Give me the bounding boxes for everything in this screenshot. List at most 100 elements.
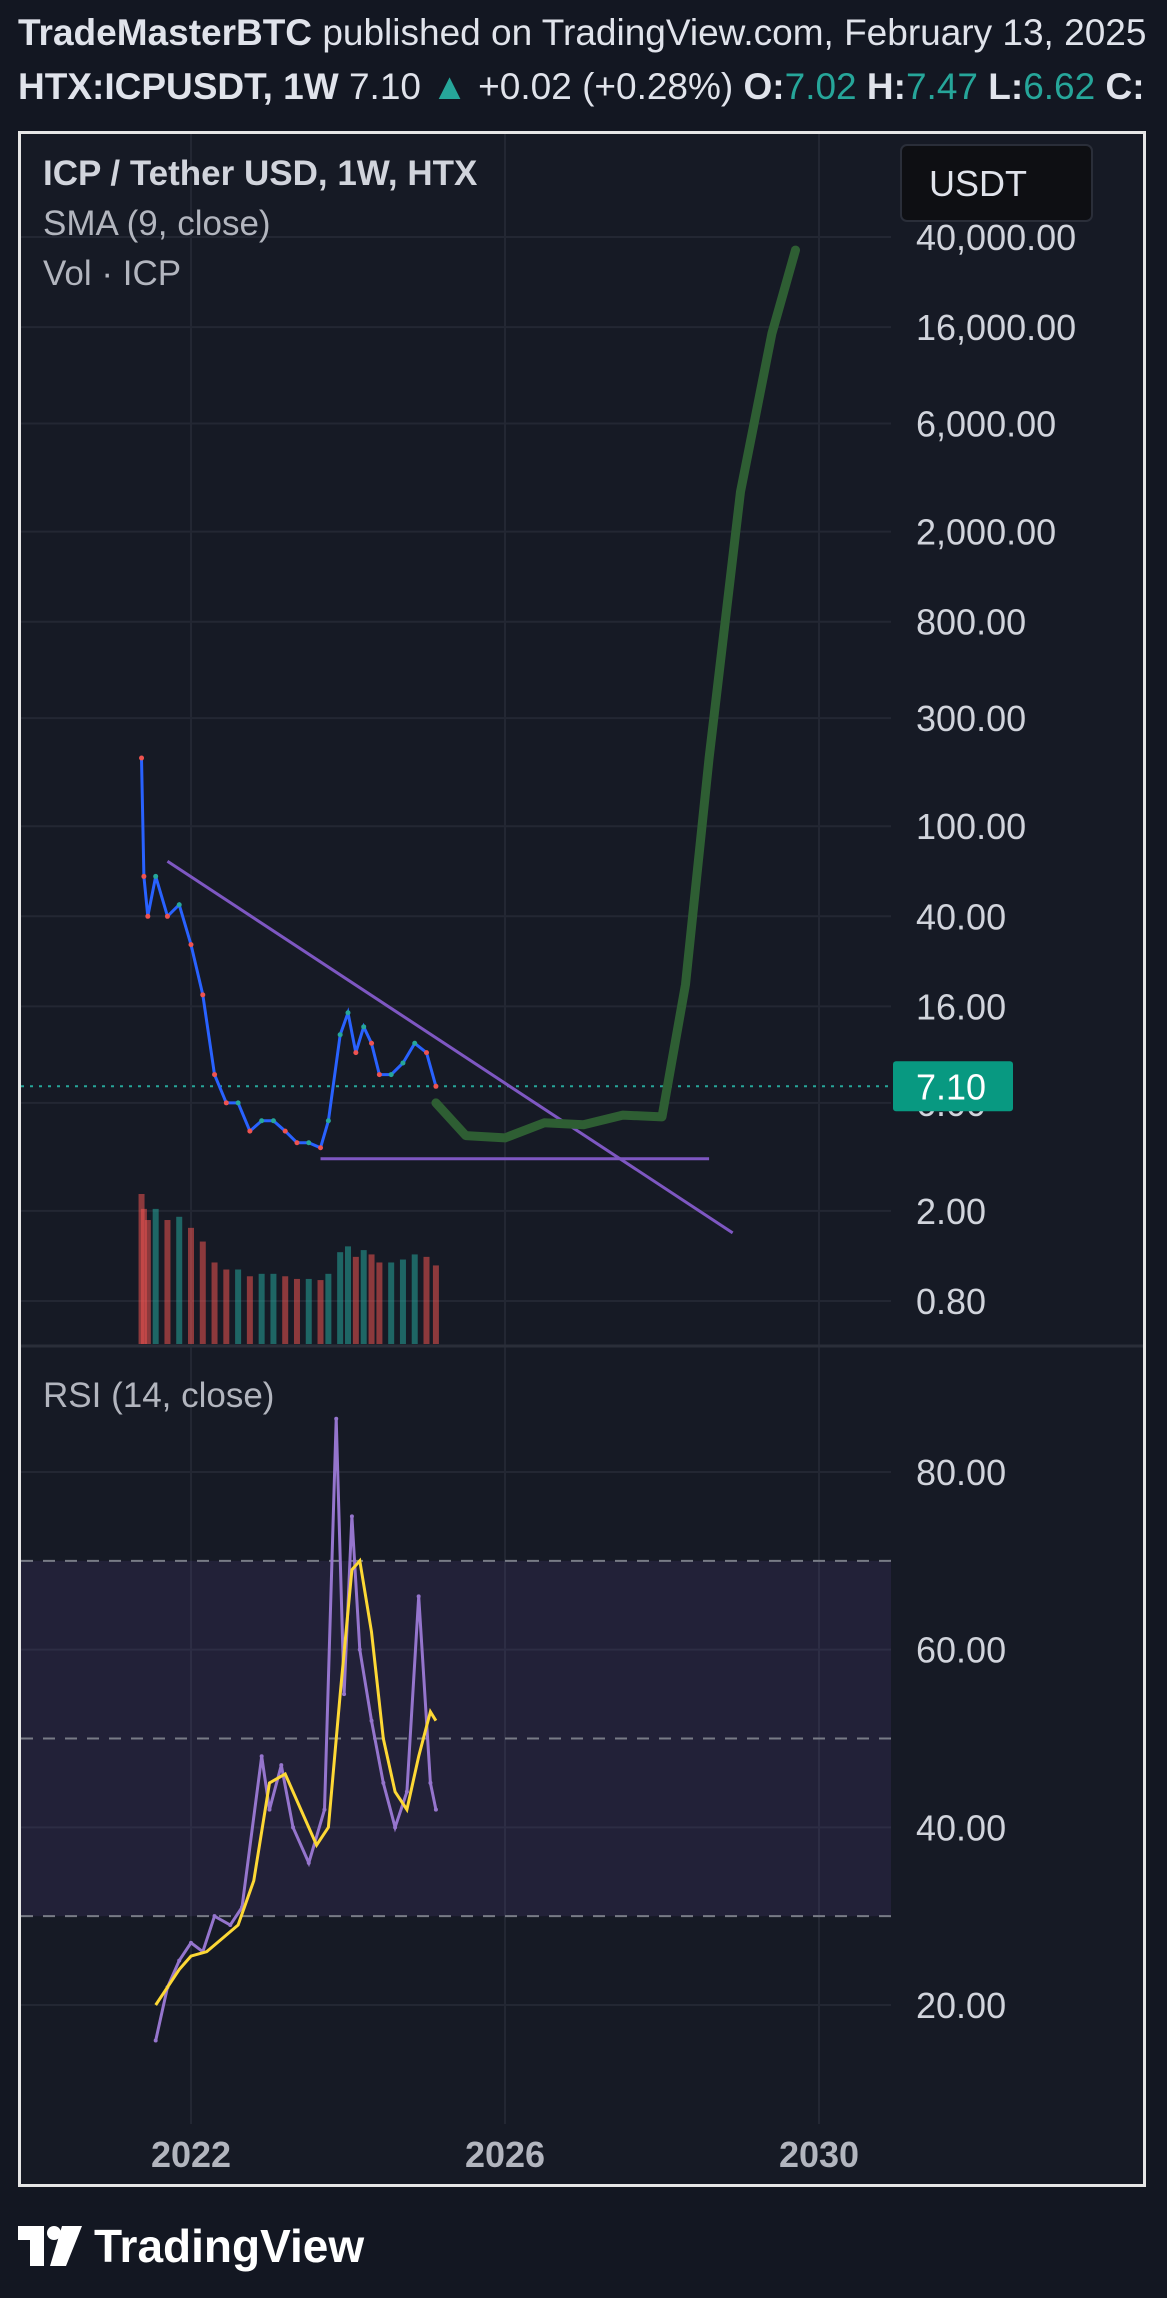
price-point <box>176 902 182 908</box>
tradingview-logo-icon <box>18 2226 82 2266</box>
rsi-point <box>279 1763 284 1768</box>
rsi-point <box>259 1754 264 1759</box>
rsi-point <box>393 1825 398 1830</box>
price-point <box>270 1118 276 1124</box>
volume-bar <box>423 1256 430 1344</box>
rsi-point <box>357 1647 362 1652</box>
volume-bar <box>337 1252 344 1344</box>
rsi-point <box>433 1807 438 1812</box>
rsi-point <box>334 1416 339 1421</box>
volume-bar <box>388 1262 395 1344</box>
projection-line <box>431 245 800 1143</box>
publish-line: TradeMasterBTC published on TradingView.… <box>18 12 1146 54</box>
price-tick-label: 40,000.00 <box>916 217 1076 258</box>
volume-bar <box>211 1262 218 1344</box>
volume-bar <box>411 1254 418 1344</box>
rsi-point <box>267 1807 272 1812</box>
price-point <box>400 1060 406 1066</box>
price-point <box>235 1100 241 1106</box>
volume-bar <box>188 1227 194 1344</box>
price-tick-label: 0.80 <box>916 1281 986 1322</box>
price-point <box>306 1140 312 1146</box>
legend-title[interactable]: ICP / Tether USD, 1W, HTX <box>43 154 478 193</box>
legend-sma[interactable]: SMA (9, close) <box>43 204 271 243</box>
open-label: O: <box>743 66 785 107</box>
rsi-point <box>428 1780 433 1785</box>
price-change: +0.02 (+0.28%) <box>478 66 734 107</box>
price-point <box>223 1100 229 1106</box>
symbol-line: HTX:ICPUSDT, 1W 7.10 ▲ +0.02 (+0.28%) O:… <box>18 66 1145 108</box>
rsi-point <box>416 1594 421 1599</box>
rsi-point <box>153 2038 158 2043</box>
rsi-tick-label: 60.00 <box>916 1630 1006 1671</box>
low-value: 6.62 <box>1023 66 1096 107</box>
volume-bar <box>140 1208 147 1344</box>
price-point <box>345 1010 351 1016</box>
price-point <box>294 1140 300 1146</box>
price-point <box>318 1145 324 1151</box>
low-label: L: <box>988 66 1024 107</box>
arrow-up-icon: ▲ <box>431 66 468 107</box>
price-tick-label: 6,000.00 <box>916 404 1056 445</box>
price-point <box>325 1118 331 1124</box>
publisher-name[interactable]: TradeMasterBTC <box>18 12 313 53</box>
rsi-point <box>322 1807 327 1812</box>
rsi-band <box>21 1560 891 1917</box>
volume-bar <box>235 1269 242 1344</box>
x-tick-2026: 2026 <box>465 2134 545 2175</box>
rsi-tick-label: 80.00 <box>916 1452 1006 1493</box>
price-value: 7.10 <box>348 66 421 107</box>
currency-button[interactable]: USDT <box>900 144 1093 222</box>
price-marks <box>21 245 891 1344</box>
volume-bar <box>432 1265 439 1344</box>
price-tick-label: 16.00 <box>916 986 1006 1027</box>
volume-bar <box>399 1259 406 1344</box>
rsi-point <box>349 1514 354 1519</box>
currency-label: USDT <box>929 163 1027 204</box>
volume-bar <box>352 1256 359 1344</box>
price-point <box>412 1040 418 1046</box>
open-value: 7.02 <box>784 66 857 107</box>
high-label: H: <box>866 66 906 107</box>
price-point <box>141 873 147 879</box>
volume-bar <box>176 1216 183 1344</box>
price-tick-label: 100.00 <box>916 806 1026 847</box>
volume-bar <box>164 1220 171 1344</box>
rsi-marks <box>153 1416 438 2043</box>
price-point <box>388 1072 394 1078</box>
chart-svg[interactable]: 2022 2026 2030 40,000.00 16,000.00 6,000.00 2,… <box>21 134 1143 2184</box>
high-value: 7.47 <box>905 66 978 107</box>
price-point <box>282 1128 288 1134</box>
chart-frame[interactable]: 2022 2026 2030 40,000.00 16,000.00 6,000.00 2,… <box>18 131 1146 2187</box>
price-point <box>139 755 145 761</box>
price-point <box>153 873 159 879</box>
trendline-descending-trendline <box>166 860 734 1235</box>
price-series-line <box>140 757 438 1150</box>
x-tick-2030: 2030 <box>779 2134 859 2175</box>
price-point <box>376 1072 382 1078</box>
volume-bar <box>246 1276 253 1344</box>
price-tick-label: 800.00 <box>916 602 1026 643</box>
volume-bar <box>345 1246 351 1344</box>
legend-vol[interactable]: Vol · ICP <box>43 254 181 293</box>
price-point <box>259 1118 265 1124</box>
volume-bar <box>270 1273 277 1344</box>
tradingview-logo[interactable]: TradingView <box>18 2216 364 2276</box>
price-point <box>212 1072 218 1078</box>
x-tick-2022: 2022 <box>151 2134 231 2175</box>
volume-bar <box>199 1241 206 1344</box>
volume-bar <box>223 1269 230 1344</box>
volume-bar <box>293 1278 300 1344</box>
volume-bar <box>325 1273 332 1344</box>
rsi-point <box>177 1958 182 1963</box>
price-point <box>247 1128 253 1134</box>
price-point <box>369 1040 375 1046</box>
rsi-tick-label: 20.00 <box>916 1985 1006 2026</box>
price-point <box>433 1083 439 1089</box>
volume-bar <box>282 1276 289 1344</box>
legend-rsi[interactable]: RSI (14, close) <box>43 1376 274 1415</box>
brand-label: TradingView <box>94 2220 365 2272</box>
price-tick-label: 16,000.00 <box>916 307 1076 348</box>
price-point <box>145 913 151 919</box>
rsi-point <box>228 1923 233 1928</box>
